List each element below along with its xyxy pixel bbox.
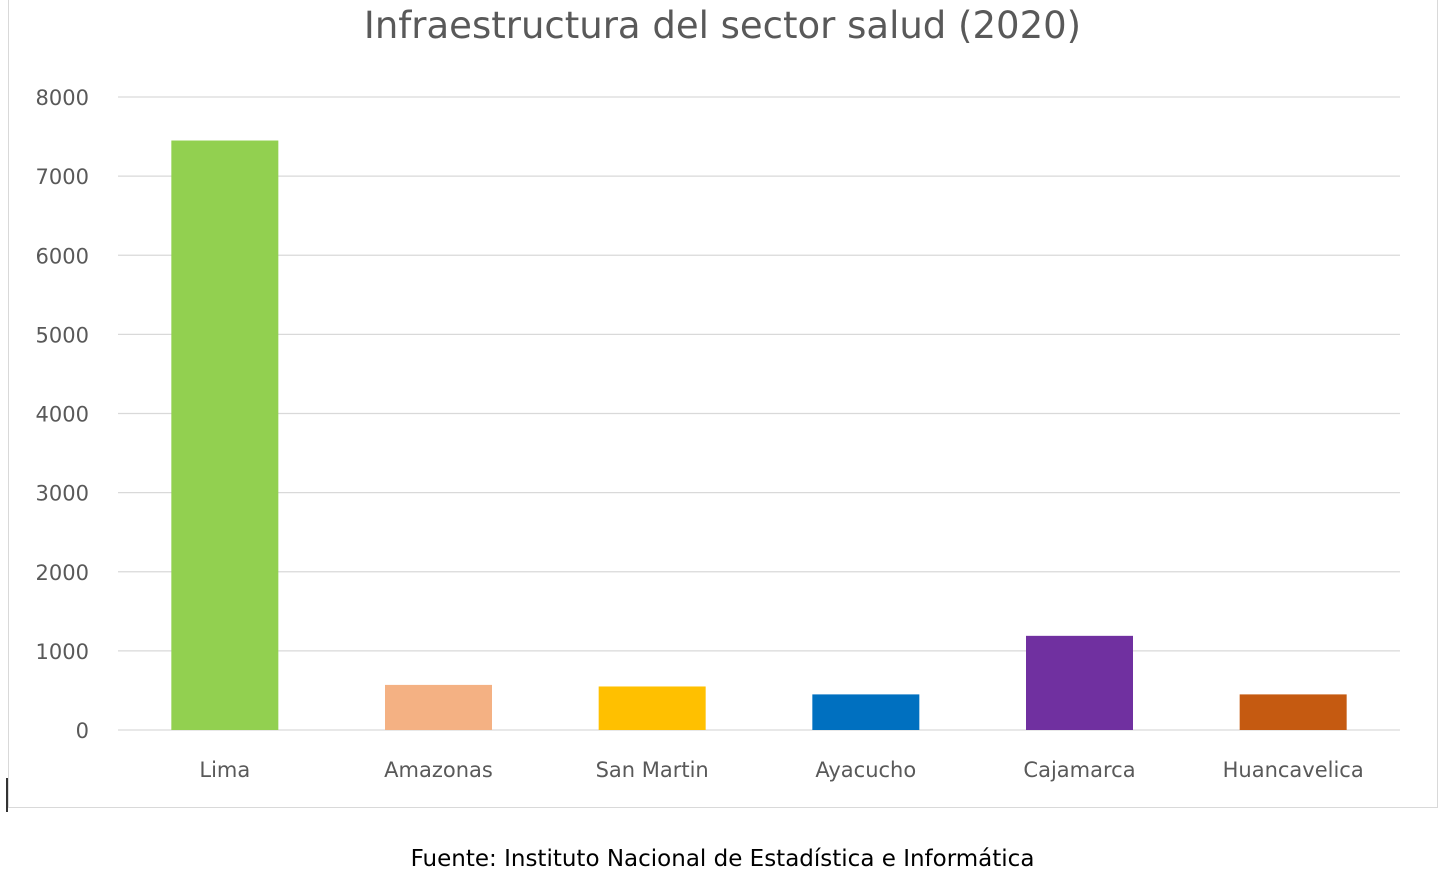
y-tick-label: 3000 <box>36 482 89 506</box>
bar-amazonas <box>385 684 492 730</box>
y-tick-label: 0 <box>76 719 89 743</box>
text-cursor <box>6 778 8 812</box>
y-tick-label: 6000 <box>36 244 89 268</box>
x-tick-label: Lima <box>199 758 250 782</box>
source-note: Fuente: Instituto Nacional de Estadístic… <box>410 846 1035 872</box>
bar-cajamarca <box>1026 635 1133 730</box>
y-tick-label: 8000 <box>36 86 89 110</box>
chart-frame <box>8 0 1438 808</box>
y-tick-label: 5000 <box>36 323 89 347</box>
y-tick-label: 4000 <box>36 403 89 427</box>
x-tick-label: Amazonas <box>384 758 493 782</box>
x-tick-label: Huancavelica <box>1223 758 1364 782</box>
y-tick-label: 7000 <box>36 165 89 189</box>
gridlines <box>118 96 1400 731</box>
y-axis-ticks: 0 1000 2000 3000 4000 5000 6000 7000 8000 <box>36 86 89 743</box>
x-tick-label: Ayacucho <box>815 758 916 782</box>
y-tick-label: 1000 <box>36 640 89 664</box>
bar-san-martin <box>598 686 706 730</box>
y-tick-label: 2000 <box>36 561 89 585</box>
bar-chart: 0 1000 2000 3000 4000 5000 6000 7000 8000 Lima Am… <box>36 86 1400 782</box>
chart-title: Infraestructura del sector salud (2020) <box>363 4 1082 47</box>
x-tick-label: Cajamarca <box>1023 758 1135 782</box>
bar-lima <box>171 140 279 731</box>
x-axis-ticks: Lima Amazonas San Martin Ayacucho Cajamarca H… <box>199 758 1363 782</box>
bar-ayacucho <box>812 694 920 730</box>
bar-huancavelica <box>1239 694 1347 730</box>
x-tick-label: San Martin <box>596 758 709 782</box>
bars <box>171 140 1347 731</box>
